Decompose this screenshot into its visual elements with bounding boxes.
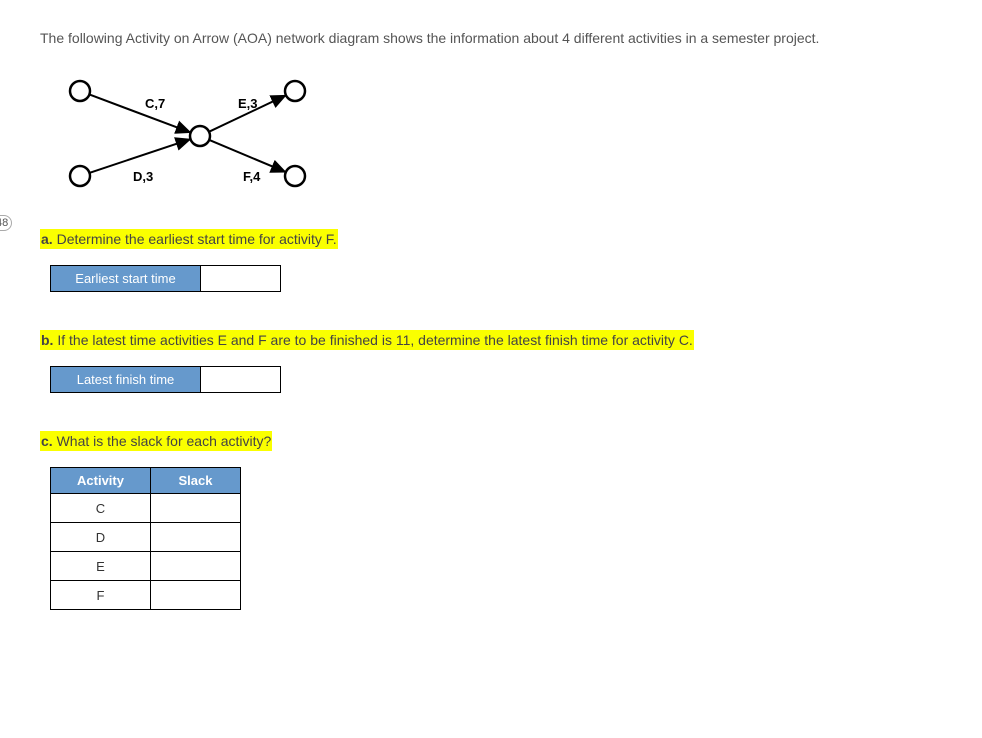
question-a-text: Determine the earliest start time for ac… [57,231,337,247]
diagram-node [70,166,90,186]
slack-cell [151,581,241,610]
edge-F-4 [210,140,285,171]
table-row: F [51,581,241,610]
question-b: b. If the latest time activities E and F… [40,332,982,348]
diagram-node [285,166,305,186]
edge-label: F,4 [243,169,261,184]
latest-finish-label: Latest finish time [51,367,201,393]
edge-label: D,3 [133,169,153,184]
edge-C-7 [90,95,189,132]
intro-text: The following Activity on Arrow (AOA) ne… [40,30,982,46]
activity-cell: C [51,494,151,523]
side-badge: 48 [0,215,12,231]
slack-table: Activity Slack CDEF [50,467,241,610]
diagram-node [70,81,90,101]
earliest-start-label: Earliest start time [51,266,201,292]
question-c-text: What is the slack for each activity? [57,433,272,449]
question-b-prefix: b. [41,332,53,348]
table-row: D [51,523,241,552]
edge-label: E,3 [238,96,258,111]
diagram-node [285,81,305,101]
slack-cell [151,523,241,552]
activity-cell: E [51,552,151,581]
slack-header-activity: Activity [51,468,151,494]
activity-cell: F [51,581,151,610]
earliest-start-table: Earliest start time [50,265,281,292]
diagram-node [190,126,210,146]
latest-finish-input-cell [201,367,281,393]
latest-finish-table: Latest finish time [50,366,281,393]
diagram-svg: C,7 D,3 E,3 F,4 [50,66,310,206]
slack-cell [151,494,241,523]
table-row: E [51,552,241,581]
question-a: a. Determine the earliest start time for… [40,231,982,247]
slack-input-e[interactable] [157,555,234,577]
question-b-text: If the latest time activities E and F ar… [57,332,692,348]
earliest-start-input-cell [201,266,281,292]
edge-D-3 [90,139,189,172]
edge-label: C,7 [145,96,165,111]
question-c: c. What is the slack for each activity? [40,433,982,449]
slack-input-f[interactable] [157,584,234,606]
activity-cell: D [51,523,151,552]
page-content: 48 The following Activity on Arrow (AOA)… [0,0,982,650]
slack-header-slack: Slack [151,468,241,494]
slack-input-d[interactable] [157,526,234,548]
question-c-prefix: c. [41,433,53,449]
slack-input-c[interactable] [157,497,234,519]
earliest-start-input[interactable] [201,268,280,290]
aoa-diagram: C,7 D,3 E,3 F,4 [50,66,982,211]
slack-cell [151,552,241,581]
latest-finish-input[interactable] [201,369,280,391]
table-row: C [51,494,241,523]
question-a-prefix: a. [41,231,53,247]
